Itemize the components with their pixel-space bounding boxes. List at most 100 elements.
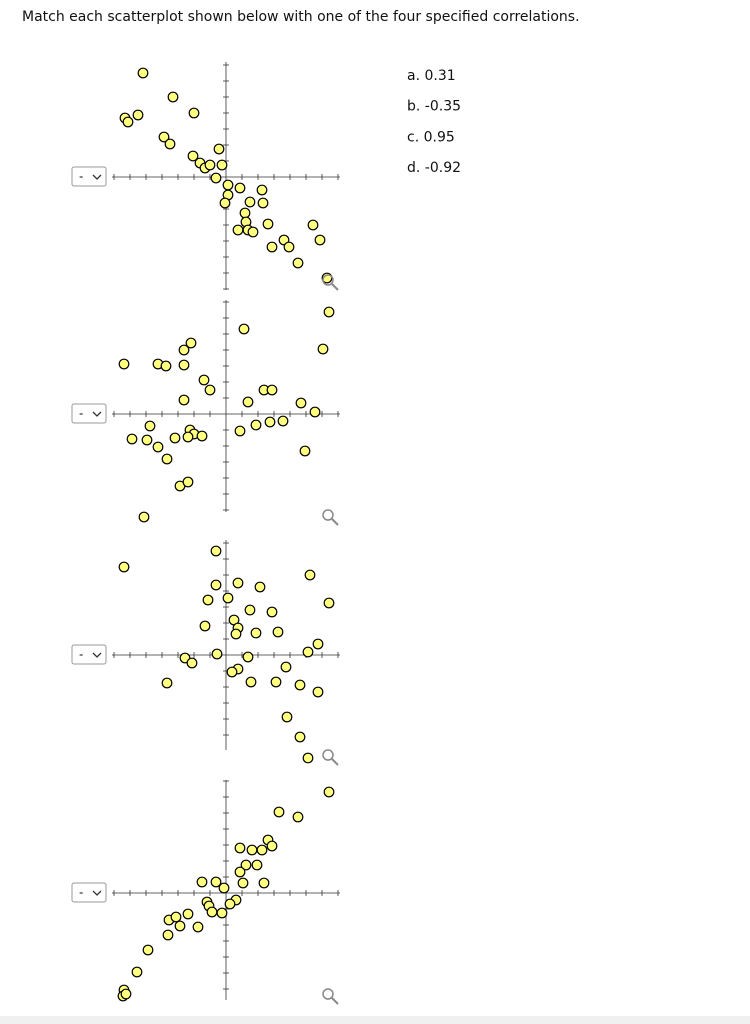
point xyxy=(204,384,216,396)
zoom-icon[interactable] xyxy=(322,509,339,526)
point xyxy=(192,921,204,933)
point xyxy=(299,445,311,457)
point xyxy=(198,374,210,386)
point xyxy=(174,920,186,932)
point xyxy=(170,911,182,923)
dropdown-box xyxy=(71,403,107,424)
point xyxy=(262,218,274,230)
point xyxy=(222,179,234,191)
point xyxy=(182,908,194,920)
point xyxy=(272,626,284,638)
point xyxy=(182,431,194,443)
dropdown-value: - xyxy=(79,648,83,662)
point xyxy=(141,434,153,446)
point xyxy=(317,343,329,355)
zoom-lens xyxy=(322,988,334,1000)
dropdown-chevron xyxy=(92,652,102,658)
point xyxy=(281,711,293,723)
point xyxy=(292,811,304,823)
point xyxy=(323,306,335,318)
zoom-icon[interactable] xyxy=(322,274,339,291)
point xyxy=(232,224,244,236)
dropdown-box xyxy=(71,166,107,187)
point xyxy=(242,651,254,663)
point xyxy=(158,131,170,143)
point xyxy=(230,628,242,640)
point xyxy=(246,844,258,856)
point xyxy=(122,116,134,128)
dropdown-chevron xyxy=(92,411,102,417)
point xyxy=(132,109,144,121)
dropdown[interactable]: - xyxy=(71,882,107,903)
point xyxy=(199,620,211,632)
point xyxy=(226,666,238,678)
zoom-handle xyxy=(331,283,339,291)
point xyxy=(185,337,197,349)
zoom-icon[interactable] xyxy=(322,988,339,1005)
point xyxy=(270,676,282,688)
point xyxy=(178,394,190,406)
point xyxy=(277,415,289,427)
scatterplot: - xyxy=(71,780,340,1005)
point xyxy=(266,241,278,253)
point xyxy=(137,67,149,79)
point xyxy=(142,944,154,956)
point xyxy=(211,648,223,660)
point xyxy=(216,159,228,171)
point xyxy=(224,898,236,910)
zoom-handle xyxy=(331,997,339,1005)
point xyxy=(244,604,256,616)
point xyxy=(266,384,278,396)
point xyxy=(216,907,228,919)
zoom-handle xyxy=(331,518,339,526)
dropdown[interactable]: - xyxy=(71,166,107,187)
point xyxy=(312,638,324,650)
point xyxy=(210,172,222,184)
option-label: a. 0.31 xyxy=(407,68,456,84)
point xyxy=(118,358,130,370)
point xyxy=(118,561,130,573)
point xyxy=(258,877,270,889)
point xyxy=(126,433,138,445)
point xyxy=(292,257,304,269)
point xyxy=(238,323,250,335)
point xyxy=(182,476,194,488)
point xyxy=(169,432,181,444)
point xyxy=(312,686,324,698)
point xyxy=(256,844,268,856)
option-label: c. 0.95 xyxy=(407,129,455,145)
zoom-lens xyxy=(322,509,334,521)
point xyxy=(280,661,292,673)
point xyxy=(206,906,218,918)
point xyxy=(256,184,268,196)
zoom-icon[interactable] xyxy=(322,749,339,766)
point xyxy=(210,876,222,888)
point xyxy=(244,196,256,208)
point xyxy=(210,545,222,557)
dropdown-value: - xyxy=(79,886,83,900)
point xyxy=(266,840,278,852)
point xyxy=(237,877,249,889)
point xyxy=(202,594,214,606)
option-label: b. -0.35 xyxy=(407,99,461,115)
point xyxy=(240,859,252,871)
point xyxy=(232,577,244,589)
point xyxy=(266,606,278,618)
scatterplot: - xyxy=(71,62,340,291)
dropdown[interactable]: - xyxy=(71,644,107,665)
zoom-handle xyxy=(331,758,339,766)
scatterplot: - xyxy=(71,540,340,798)
bottom-bar xyxy=(0,1016,750,1024)
point xyxy=(302,752,314,764)
point xyxy=(234,842,246,854)
point xyxy=(254,581,266,593)
point xyxy=(161,677,173,689)
point xyxy=(250,419,262,431)
dropdown[interactable]: - xyxy=(71,403,107,424)
point xyxy=(295,397,307,409)
point xyxy=(144,420,156,432)
point xyxy=(178,344,190,356)
point xyxy=(131,966,143,978)
point xyxy=(247,226,259,238)
